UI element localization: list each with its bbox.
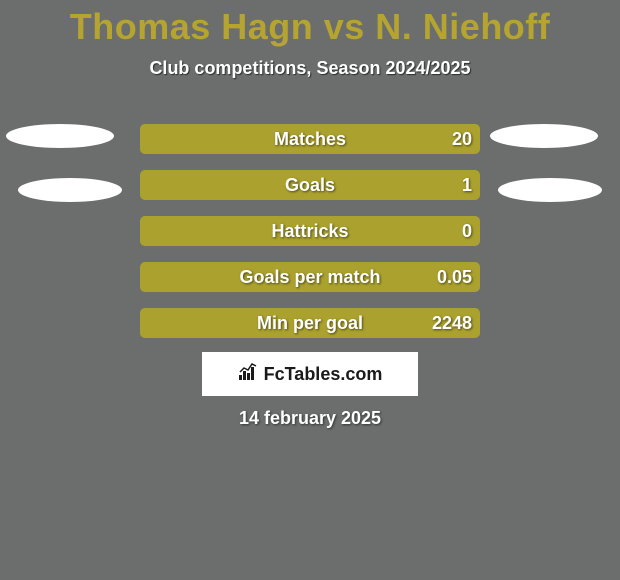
card-date: 14 february 2025 bbox=[0, 408, 620, 429]
bar-label: Min per goal bbox=[140, 308, 480, 338]
stat-row-goals-per-match: Goals per match 0.05 bbox=[0, 262, 620, 292]
card-subtitle: Club competitions, Season 2024/2025 bbox=[0, 58, 620, 79]
stat-row-min-per-goal: Min per goal 2248 bbox=[0, 308, 620, 338]
stat-row-hattricks: Hattricks 0 bbox=[0, 216, 620, 246]
player-ellipse bbox=[6, 124, 114, 148]
player-ellipse bbox=[498, 178, 602, 202]
bar-value: 0.05 bbox=[437, 262, 472, 292]
bar-label: Goals bbox=[140, 170, 480, 200]
bar-chart-icon bbox=[238, 363, 260, 386]
bar-label: Goals per match bbox=[140, 262, 480, 292]
bar-label: Matches bbox=[140, 124, 480, 154]
bar-label: Hattricks bbox=[140, 216, 480, 246]
bar-value: 2248 bbox=[432, 308, 472, 338]
player-ellipse bbox=[490, 124, 598, 148]
player-ellipse bbox=[18, 178, 122, 202]
bar-value: 1 bbox=[462, 170, 472, 200]
bar-value: 20 bbox=[452, 124, 472, 154]
comparison-card: Thomas Hagn vs N. Niehoff Club competiti… bbox=[0, 0, 620, 580]
card-title: Thomas Hagn vs N. Niehoff bbox=[0, 0, 620, 48]
source-logo-text: FcTables.com bbox=[264, 364, 383, 385]
source-logo: FcTables.com bbox=[202, 352, 418, 396]
stat-rows: Matches 20 Goals 1 Hattricks 0 Goals per… bbox=[0, 124, 620, 354]
bar-value: 0 bbox=[462, 216, 472, 246]
